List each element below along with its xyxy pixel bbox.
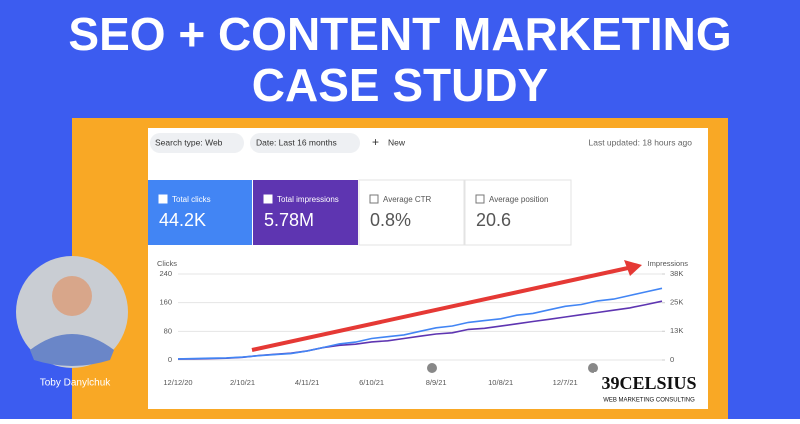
- card-label: Total clicks: [172, 195, 211, 204]
- y2-tick-label: 13K: [670, 326, 683, 335]
- x-tick-label: 8/9/21: [426, 378, 447, 387]
- card-label: Average position: [489, 195, 548, 204]
- logo-box: [594, 372, 704, 406]
- y2-axis-label: Impressions: [648, 259, 689, 268]
- y2-tick-label: 38K: [670, 269, 683, 278]
- y-tick-label: 160: [159, 298, 172, 307]
- x-tick-label: 6/10/21: [359, 378, 384, 387]
- card-label: Average CTR: [383, 195, 432, 204]
- y2-tick-label: 0: [670, 355, 674, 364]
- checkbox: [263, 194, 273, 204]
- filter-text: Date: Last 16 months: [256, 137, 337, 147]
- title: SEO + CONTENT MARKETING: [68, 8, 731, 60]
- new-button[interactable]: New: [388, 137, 406, 147]
- card[interactable]: [358, 179, 465, 246]
- card[interactable]: [464, 179, 572, 246]
- y-tick-label: 0: [168, 355, 172, 364]
- x-tick-label: 12/12/20: [163, 378, 192, 387]
- x-tick-label: 12/7/21: [553, 378, 578, 387]
- y-tick-label: 240: [159, 269, 172, 278]
- logo: 39CELSIUS: [601, 373, 696, 393]
- person-name: Toby Danylchuk: [40, 378, 112, 389]
- card[interactable]: [253, 180, 358, 245]
- card-value: 20.6: [476, 210, 511, 230]
- plus-icon: +: [372, 135, 379, 149]
- filter-chip[interactable]: [150, 133, 244, 153]
- y-axis-label: Clicks: [157, 259, 177, 268]
- title: CASE STUDY: [252, 59, 548, 111]
- annotation-marker: [588, 363, 598, 373]
- annotation-marker: [427, 363, 437, 373]
- photo-face: [52, 276, 92, 316]
- data-line: [177, 287, 663, 360]
- card-value: 5.78M: [264, 210, 314, 230]
- card[interactable]: [148, 180, 252, 245]
- filter-chip[interactable]: [250, 133, 360, 153]
- checkbox: [158, 194, 168, 204]
- card-value: 0.8%: [370, 210, 411, 230]
- panel: [148, 128, 708, 409]
- checkbox: [369, 194, 379, 204]
- y2-tick-label: 25K: [670, 298, 683, 307]
- x-tick-label: 4/11/21: [295, 378, 319, 387]
- trend-arrow: [251, 266, 629, 352]
- checkbox: [475, 194, 485, 204]
- logo-tagline: WEB MARKETING CONSULTING: [603, 398, 695, 404]
- y-tick-label: 80: [164, 326, 172, 335]
- x-tick-label: 10/8/21: [488, 378, 513, 387]
- x-tick-label: 2/10/21: [230, 378, 255, 387]
- photo-shirt: [30, 334, 114, 366]
- updated-text: Last updated: 18 hours ago: [589, 137, 693, 147]
- filter-text: Search type: Web: [155, 137, 223, 147]
- trend-arrow-head: [624, 260, 642, 276]
- card-label: Total impressions: [277, 195, 339, 204]
- card-value: 44.2K: [159, 210, 206, 230]
